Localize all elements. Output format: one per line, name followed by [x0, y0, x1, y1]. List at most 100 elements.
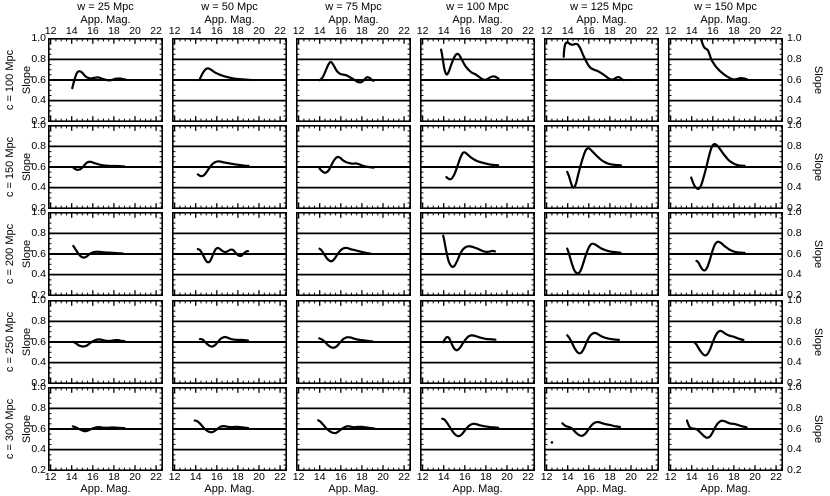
x-axis-title-top: App. Mag. — [204, 14, 255, 26]
x-tick-label: 12 — [168, 25, 181, 37]
x-tick-label: 14 — [65, 25, 78, 37]
x-tick-label: 20 — [501, 25, 513, 37]
y-tick-label: 0.4 — [787, 443, 802, 456]
plot-panel-200-75 — [296, 212, 411, 296]
y-tick-label: 0.4 — [787, 268, 802, 281]
x-tick-label: 16 — [334, 471, 347, 483]
x-tick-label: 16 — [582, 25, 595, 37]
y-tick-label: 1.0 — [31, 206, 46, 219]
x-tick-label: 12 — [168, 471, 181, 483]
y-axis-title-right: Slope — [812, 239, 824, 269]
x-axis-title-top: App. Mag. — [452, 14, 503, 26]
y-tick-label: 0.8 — [31, 401, 46, 414]
x-tick-label: 22 — [522, 471, 534, 483]
y-tick-label: 0.4 — [31, 268, 46, 281]
x-tick-label: 20 — [749, 25, 761, 37]
y-tick-label: 1.0 — [31, 381, 46, 394]
x-tick-label: 16 — [706, 471, 719, 483]
x-tick-label: 16 — [334, 25, 347, 37]
x-axis-title-top: App. Mag. — [328, 14, 379, 26]
y-tick-label: 0.6 — [787, 160, 802, 173]
x-axis-title-top: App. Mag. — [700, 14, 751, 26]
x-tick-label: 18 — [108, 471, 120, 483]
plot-panel-150-25 — [48, 125, 163, 209]
x-tick-label: 14 — [437, 471, 450, 483]
x-tick-label: 16 — [458, 25, 471, 37]
y-tick-label: 0.4 — [31, 94, 46, 107]
y-tick-label: 0.8 — [31, 226, 46, 239]
plot-panel-200-125 — [544, 212, 659, 296]
x-tick-label: 18 — [356, 25, 368, 37]
x-tick-label: 20 — [501, 471, 513, 483]
x-tick-label: 18 — [480, 471, 492, 483]
plot-panel-250-125 — [544, 300, 659, 384]
y-tick-label: 0.6 — [31, 73, 46, 86]
plot-panel-150-75 — [296, 125, 411, 209]
x-tick-label: 12 — [292, 25, 305, 37]
y-tick-label: 0.8 — [31, 314, 46, 327]
plot-panel-150-150 — [668, 125, 783, 209]
y-tick-label: 0.2 — [31, 201, 46, 214]
x-tick-label: 22 — [522, 25, 534, 37]
x-axis-title-bottom: App. Mag. — [576, 483, 627, 495]
y-tick-label: 1.0 — [787, 119, 802, 132]
row-title: c = 250 Mpc — [4, 311, 16, 373]
x-tick-label: 18 — [108, 25, 120, 37]
x-tick-label: 22 — [398, 471, 410, 483]
x-tick-label: 12 — [664, 25, 677, 37]
row-title: c = 100 Mpc — [4, 49, 16, 111]
y-tick-label: 0.2 — [787, 463, 802, 476]
y-axis-title-right: Slope — [812, 152, 824, 182]
x-tick-label: 20 — [625, 25, 637, 37]
x-tick-label: 12 — [44, 471, 57, 483]
plot-panel-100-25 — [48, 38, 163, 122]
plot-panel-100-75 — [296, 38, 411, 122]
x-tick-label: 18 — [356, 471, 368, 483]
x-tick-label: 14 — [313, 471, 326, 483]
x-axis-title-bottom: App. Mag. — [204, 483, 255, 495]
x-tick-label: 22 — [274, 25, 286, 37]
y-tick-label: 0.6 — [31, 160, 46, 173]
y-tick-label: 0.2 — [31, 288, 46, 301]
y-tick-label: 1.0 — [787, 381, 802, 394]
x-tick-label: 12 — [292, 471, 305, 483]
x-tick-label: 18 — [728, 471, 740, 483]
x-tick-label: 22 — [646, 471, 658, 483]
plot-panel-300-150 — [668, 387, 783, 471]
x-tick-label: 14 — [685, 25, 698, 37]
plot-panel-250-25 — [48, 300, 163, 384]
x-tick-label: 16 — [706, 25, 719, 37]
column-title: w = 100 Mpc — [446, 1, 509, 13]
y-tick-label: 0.6 — [31, 422, 46, 435]
x-tick-label: 22 — [770, 25, 782, 37]
plot-panel-250-150 — [668, 300, 783, 384]
x-tick-label: 20 — [253, 471, 265, 483]
y-tick-label: 0.8 — [787, 226, 802, 239]
plot-panel-150-125 — [544, 125, 659, 209]
y-tick-label: 0.4 — [787, 181, 802, 194]
y-tick-label: 1.0 — [31, 119, 46, 132]
x-tick-label: 18 — [232, 25, 244, 37]
plot-panel-200-100 — [420, 212, 535, 296]
x-tick-label: 14 — [313, 25, 326, 37]
x-tick-label: 16 — [86, 25, 99, 37]
x-tick-label: 12 — [540, 25, 553, 37]
y-tick-label: 0.2 — [787, 201, 802, 214]
x-tick-label: 22 — [770, 471, 782, 483]
x-axis-title-bottom: App. Mag. — [328, 483, 379, 495]
row-title: c = 150 Mpc — [4, 136, 16, 198]
x-tick-label: 16 — [458, 471, 471, 483]
plot-panel-300-50 — [172, 387, 287, 471]
x-tick-label: 20 — [377, 471, 389, 483]
plot-panel-250-50 — [172, 300, 287, 384]
x-tick-label: 20 — [377, 25, 389, 37]
plot-panel-300-25 — [48, 387, 163, 471]
plot-panel-200-150 — [668, 212, 783, 296]
column-title: w = 50 Mpc — [201, 1, 258, 13]
x-tick-label: 14 — [685, 471, 698, 483]
column-title: w = 150 Mpc — [694, 1, 757, 13]
plot-panel-200-25 — [48, 212, 163, 296]
x-axis-title-top: App. Mag. — [80, 14, 131, 26]
x-tick-label: 12 — [664, 471, 677, 483]
